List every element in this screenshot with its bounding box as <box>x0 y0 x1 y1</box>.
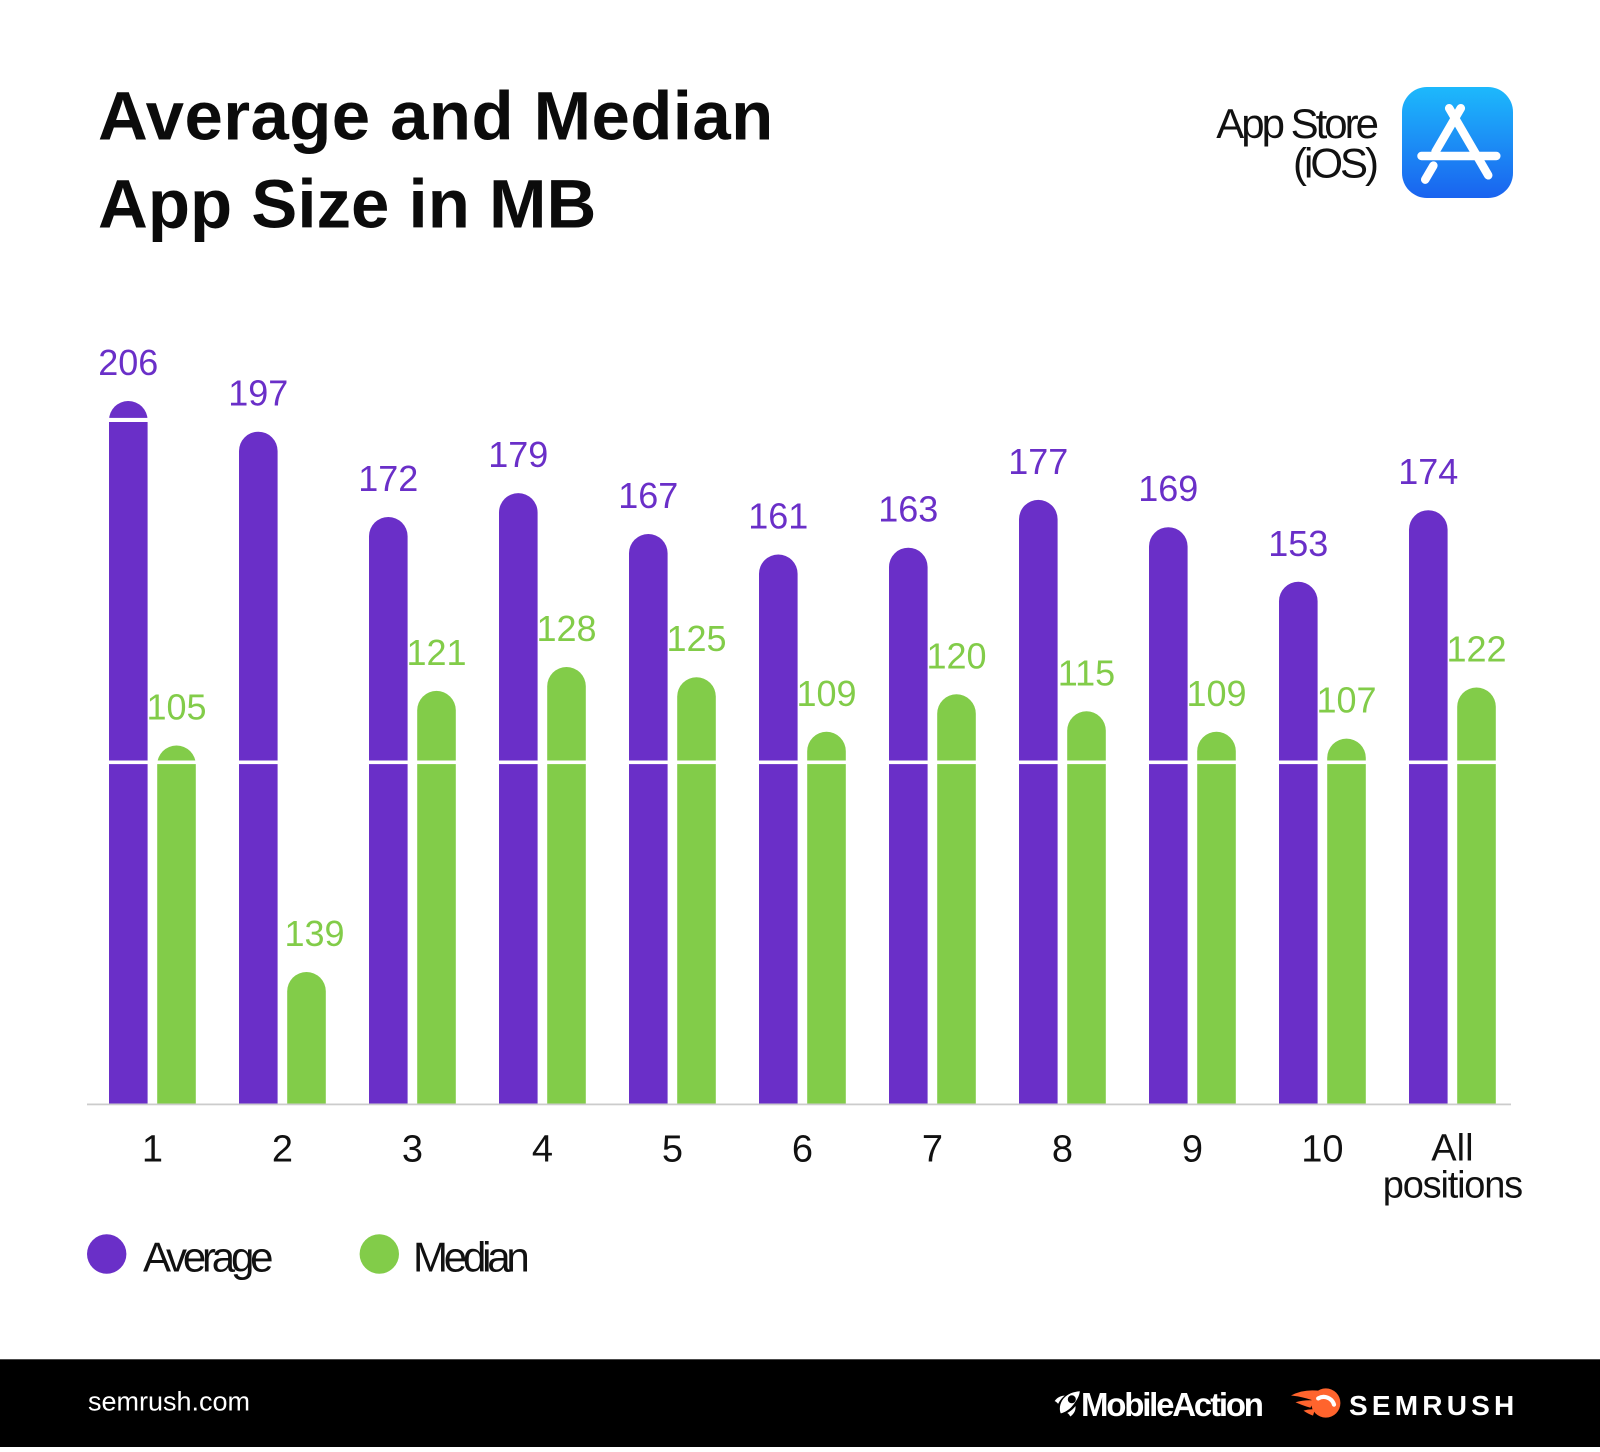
svg-text:206: 206 <box>98 342 158 383</box>
svg-text:7: 7 <box>922 1129 943 1171</box>
svg-text:128: 128 <box>536 608 596 649</box>
svg-text:8: 8 <box>1052 1129 1073 1171</box>
svg-text:109: 109 <box>1186 673 1246 714</box>
svg-text:All: All <box>1431 1128 1473 1170</box>
svg-text:App Size in MB: App Size in MB <box>98 165 596 242</box>
svg-text:10: 10 <box>1301 1129 1343 1171</box>
svg-text:177: 177 <box>1008 441 1068 482</box>
svg-text:semrush.com: semrush.com <box>88 1387 250 1417</box>
svg-text:6: 6 <box>792 1129 813 1171</box>
svg-text:120: 120 <box>926 635 986 676</box>
svg-text:Average and Median: Average and Median <box>98 77 774 154</box>
svg-text:179: 179 <box>488 434 548 475</box>
svg-text:121: 121 <box>406 632 466 673</box>
svg-text:SEMRUSH: SEMRUSH <box>1349 1390 1518 1421</box>
svg-text:197: 197 <box>228 373 288 414</box>
svg-text:5: 5 <box>662 1129 683 1171</box>
svg-text:9: 9 <box>1182 1129 1203 1171</box>
svg-text:122: 122 <box>1446 629 1506 670</box>
svg-text:169: 169 <box>1138 468 1198 509</box>
svg-text:positions: positions <box>1383 1165 1522 1207</box>
svg-text:Median: Median <box>413 1234 527 1281</box>
svg-text:172: 172 <box>358 458 418 499</box>
svg-text:4: 4 <box>532 1129 553 1171</box>
svg-text:125: 125 <box>666 618 726 659</box>
svg-text:163: 163 <box>878 489 938 530</box>
svg-text:(iOS): (iOS) <box>1293 139 1377 186</box>
svg-text:MobileAction: MobileAction <box>1081 1386 1263 1423</box>
svg-text:107: 107 <box>1316 680 1376 721</box>
svg-text:App Store: App Store <box>1216 100 1377 147</box>
svg-text:167: 167 <box>618 475 678 516</box>
svg-text:161: 161 <box>748 496 808 537</box>
svg-text:2: 2 <box>272 1129 293 1171</box>
svg-text:105: 105 <box>146 687 206 728</box>
svg-text:3: 3 <box>402 1129 423 1171</box>
svg-text:109: 109 <box>796 673 856 714</box>
svg-text:174: 174 <box>1398 451 1458 492</box>
svg-text:115: 115 <box>1058 652 1115 693</box>
svg-text:139: 139 <box>284 913 344 954</box>
svg-text:1: 1 <box>142 1129 163 1171</box>
svg-text:153: 153 <box>1268 523 1328 564</box>
svg-text:Average: Average <box>143 1234 272 1281</box>
